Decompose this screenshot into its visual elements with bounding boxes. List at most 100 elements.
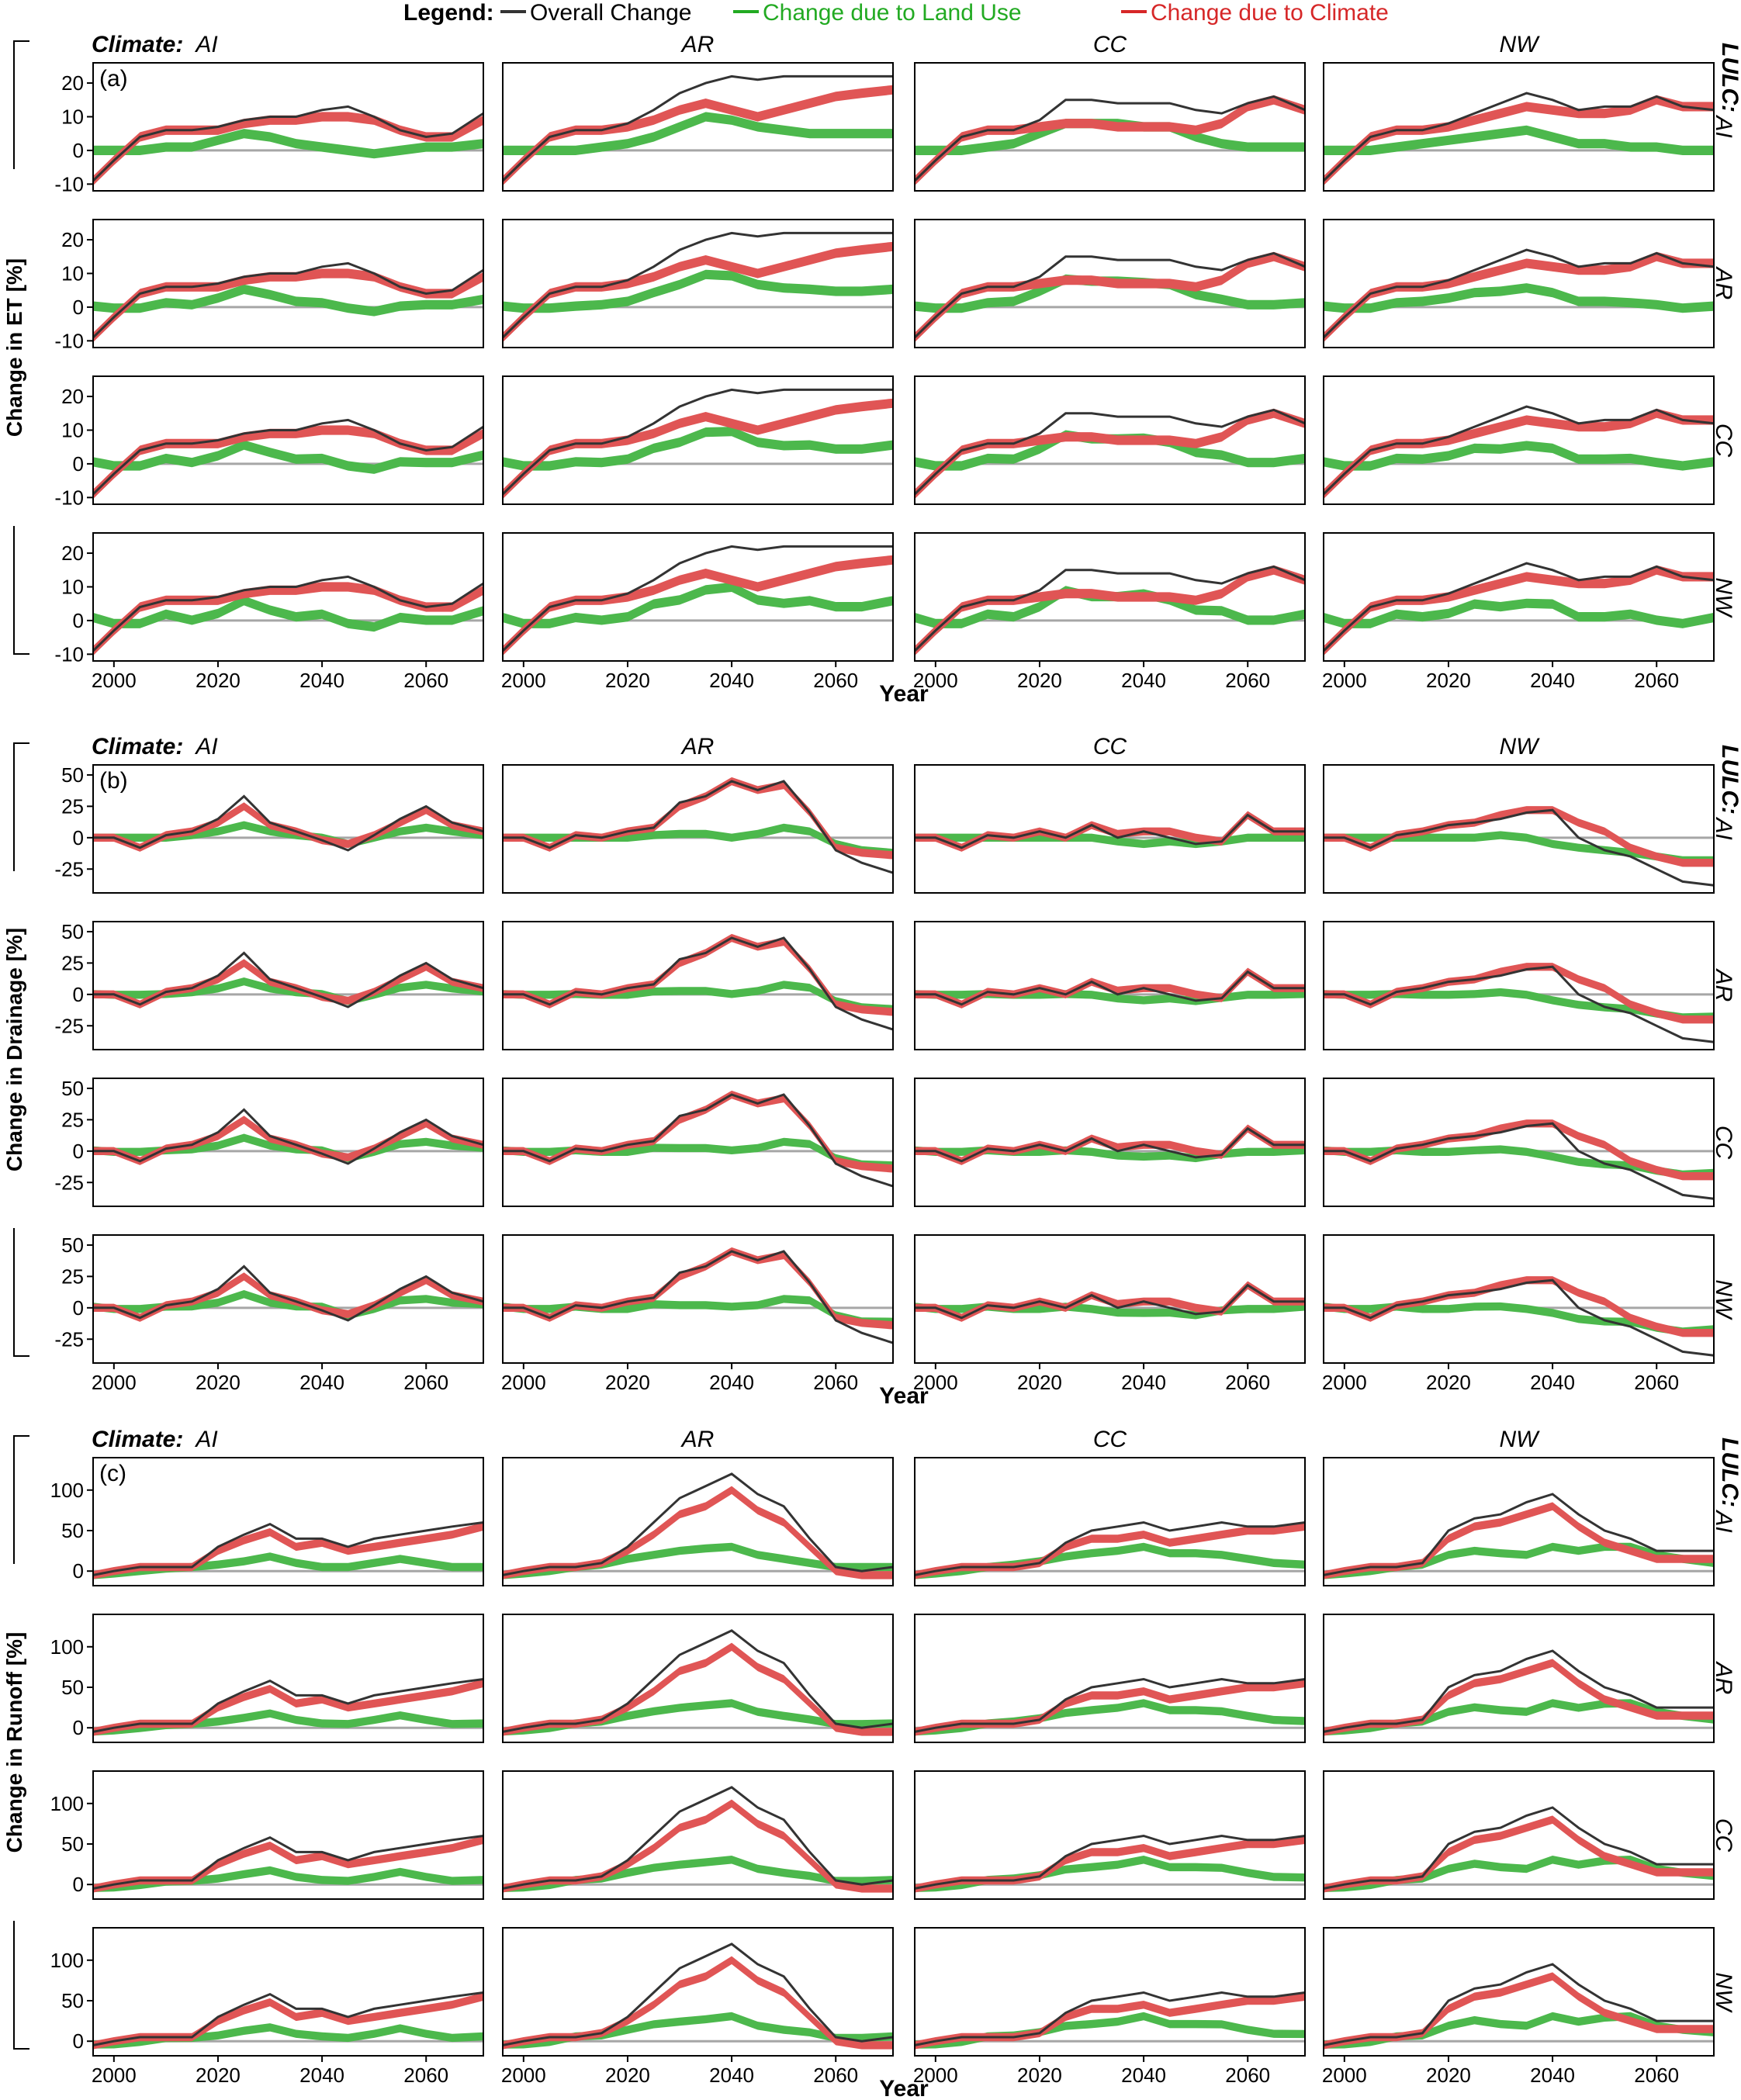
- panel-2-ai-ar: [502, 764, 894, 894]
- panel-frame: [92, 1770, 484, 1900]
- series-climate-band: [1324, 408, 1714, 500]
- ylabel-bg: [5, 169, 25, 526]
- lulc-label-cc: CC: [1711, 1818, 1736, 1853]
- legend-title: Legend:: [403, 0, 494, 26]
- climate-label-ar: AR: [680, 32, 715, 57]
- y-tick-label: 0: [73, 826, 84, 849]
- series-overall-line: [503, 1250, 894, 1344]
- series-landuse-band: [93, 1133, 483, 1163]
- panel-3-ai-ar: [502, 1457, 894, 1586]
- series-landuse-band: [1324, 831, 1714, 865]
- x-tick-label: 2020: [605, 669, 650, 692]
- series-landuse-band: [93, 977, 483, 1005]
- x-tick-label: 2020: [196, 1371, 241, 1394]
- climate-label-ai: AI: [194, 734, 217, 759]
- series-overall-line: [914, 1677, 1306, 1733]
- x-tick-label: 2000: [913, 669, 958, 692]
- y-tick-label: 0: [73, 983, 84, 1006]
- panel-2-cc-cc: [914, 1078, 1306, 1207]
- x-tick-label: 2000: [913, 2064, 958, 2087]
- panel-1-ar-ai: -10 0 10 20: [54, 219, 484, 352]
- x-tick-label: 2020: [1426, 2064, 1471, 2087]
- series-climate-band: [915, 1124, 1305, 1165]
- climate-label-ar: AR: [680, 734, 715, 759]
- series-overall-line: [1324, 808, 1715, 887]
- series-landuse-band: [915, 586, 1305, 628]
- series-overall-line: [93, 951, 484, 1008]
- series-landuse-band: [503, 582, 893, 628]
- panel-1-ar-nw: [1322, 219, 1715, 348]
- lulc-label-ai: AI: [1711, 816, 1736, 839]
- lulc-label-nw: NW: [1711, 1280, 1736, 1321]
- sections: Climate: AI AR CC NW LULC: Change in ET [%] AI -…: [2, 32, 1741, 2100]
- series-climate-band: [1324, 1276, 1714, 1337]
- climate-label-cc: CC: [1093, 32, 1127, 57]
- series-climate-band: [915, 408, 1305, 500]
- series-overall-line: [92, 1521, 484, 1576]
- panel-2-nw-ar: 2000 2020 2040 2060: [501, 1234, 894, 1394]
- x-tick-label: 2020: [1017, 2064, 1062, 2087]
- lulc-label-ai: AI: [1711, 1509, 1736, 1532]
- panel-2-nw-nw: 2000 2020 2040 2060: [1322, 1234, 1715, 1394]
- panel-frame: [914, 1614, 1306, 1743]
- series-landuse-band: [1324, 1302, 1714, 1336]
- panel-1-nw-nw: 2000 2020 2040 2060: [1322, 532, 1715, 692]
- section-3: Climate: AI AR CC NW LULC: Change in Runoff [%…: [2, 1427, 1741, 2100]
- series-landuse-band: [503, 2012, 893, 2049]
- climate-prefix: Climate:: [92, 32, 183, 57]
- series-climate-band: [503, 1486, 893, 1579]
- panel-1-cc-cc: [913, 375, 1306, 505]
- climate-label-nw: NW: [1500, 1427, 1541, 1452]
- series-climate-band: [1324, 806, 1714, 867]
- panel-2-nw-ai: -25 0 25 50 2000 2020 2040 2060: [54, 1233, 484, 1394]
- y-tick-label: 10: [61, 418, 84, 441]
- x-tick-label: 2060: [813, 1371, 858, 1394]
- y-tick-label: 0: [73, 139, 84, 162]
- panel-3-ar-ar: [502, 1614, 894, 1743]
- x-tick-label: 2040: [1121, 2064, 1166, 2087]
- series-overall-line: [92, 1835, 484, 1890]
- x-tick-label: 2060: [1225, 2064, 1270, 2087]
- x-tick-label: 2000: [1322, 1371, 1367, 1394]
- series-landuse-band: [503, 1856, 893, 1892]
- panel-2-ai-cc: [914, 764, 1306, 894]
- series-overall-line: [915, 813, 1305, 849]
- panel-3-ai-nw: [1323, 1457, 1715, 1586]
- climate-label-nw: NW: [1500, 734, 1541, 759]
- y-tick-label: 25: [61, 1264, 84, 1288]
- panel-3-nw-ar: 2000 2020 2040 2060: [501, 1927, 894, 2087]
- panel-frame: [502, 532, 894, 662]
- series-climate-band: [503, 777, 893, 860]
- legend-label-climate: Change due to Climate: [1151, 0, 1389, 26]
- series-overall-line: [914, 1834, 1306, 1890]
- lulc-prefix: LULC:: [1717, 43, 1741, 112]
- series-overall-line: [913, 408, 1306, 496]
- series-landuse-band: [93, 1290, 483, 1320]
- x-tick-label: 2060: [403, 2064, 448, 2087]
- x-tick-label: 2060: [813, 669, 858, 692]
- series-overall-line: [1322, 92, 1715, 182]
- series-overall-line: [1323, 1649, 1714, 1733]
- y-tick-label: 0: [73, 1559, 84, 1583]
- x-axis-title: Year: [879, 1383, 929, 1409]
- climate-prefix: Climate:: [92, 734, 183, 759]
- climate-label-cc: CC: [1093, 1427, 1127, 1452]
- panel-frame: [1323, 1770, 1715, 1900]
- section-1: Climate: AI AR CC NW LULC: Change in ET [%] AI -…: [2, 32, 1741, 707]
- series-overall-line: [1322, 562, 1715, 652]
- series-climate-band: [503, 398, 893, 500]
- y-tick-label: 20: [61, 228, 84, 251]
- series-overall-line: [1324, 1122, 1715, 1200]
- series-overall-line: [92, 1678, 484, 1733]
- panel-frame: [92, 1927, 484, 2057]
- y-tick-label: 0: [73, 452, 84, 476]
- panel-frame: [914, 62, 1306, 192]
- series-overall-line: [915, 970, 1305, 1006]
- series-overall-line: [92, 261, 484, 339]
- y-tick-label: 50: [61, 1989, 84, 2012]
- y-tick-label: -10: [54, 486, 84, 509]
- panel-frame: [92, 1614, 484, 1743]
- y-tick-label: 10: [61, 575, 84, 598]
- panel-frame: [502, 1078, 894, 1207]
- series-overall-line: [503, 936, 894, 1031]
